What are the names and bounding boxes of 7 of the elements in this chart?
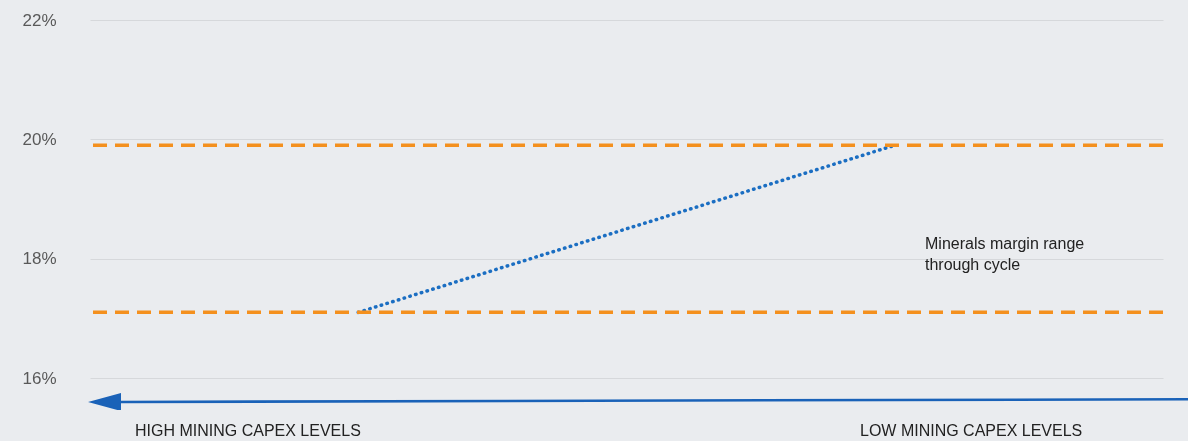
y-tick-label: 20% [22, 129, 57, 149]
y-tick-label: 16% [22, 368, 57, 388]
annotation: Minerals margin range through cycle [925, 234, 1086, 275]
y-tick-label: 22% [22, 10, 57, 30]
text: LOW MINING CAPEX LEVELS [860, 421, 1083, 441]
text: HIGH MINING CAPEX LEVELS [135, 421, 361, 441]
y-tick-label: 18% [22, 249, 57, 269]
